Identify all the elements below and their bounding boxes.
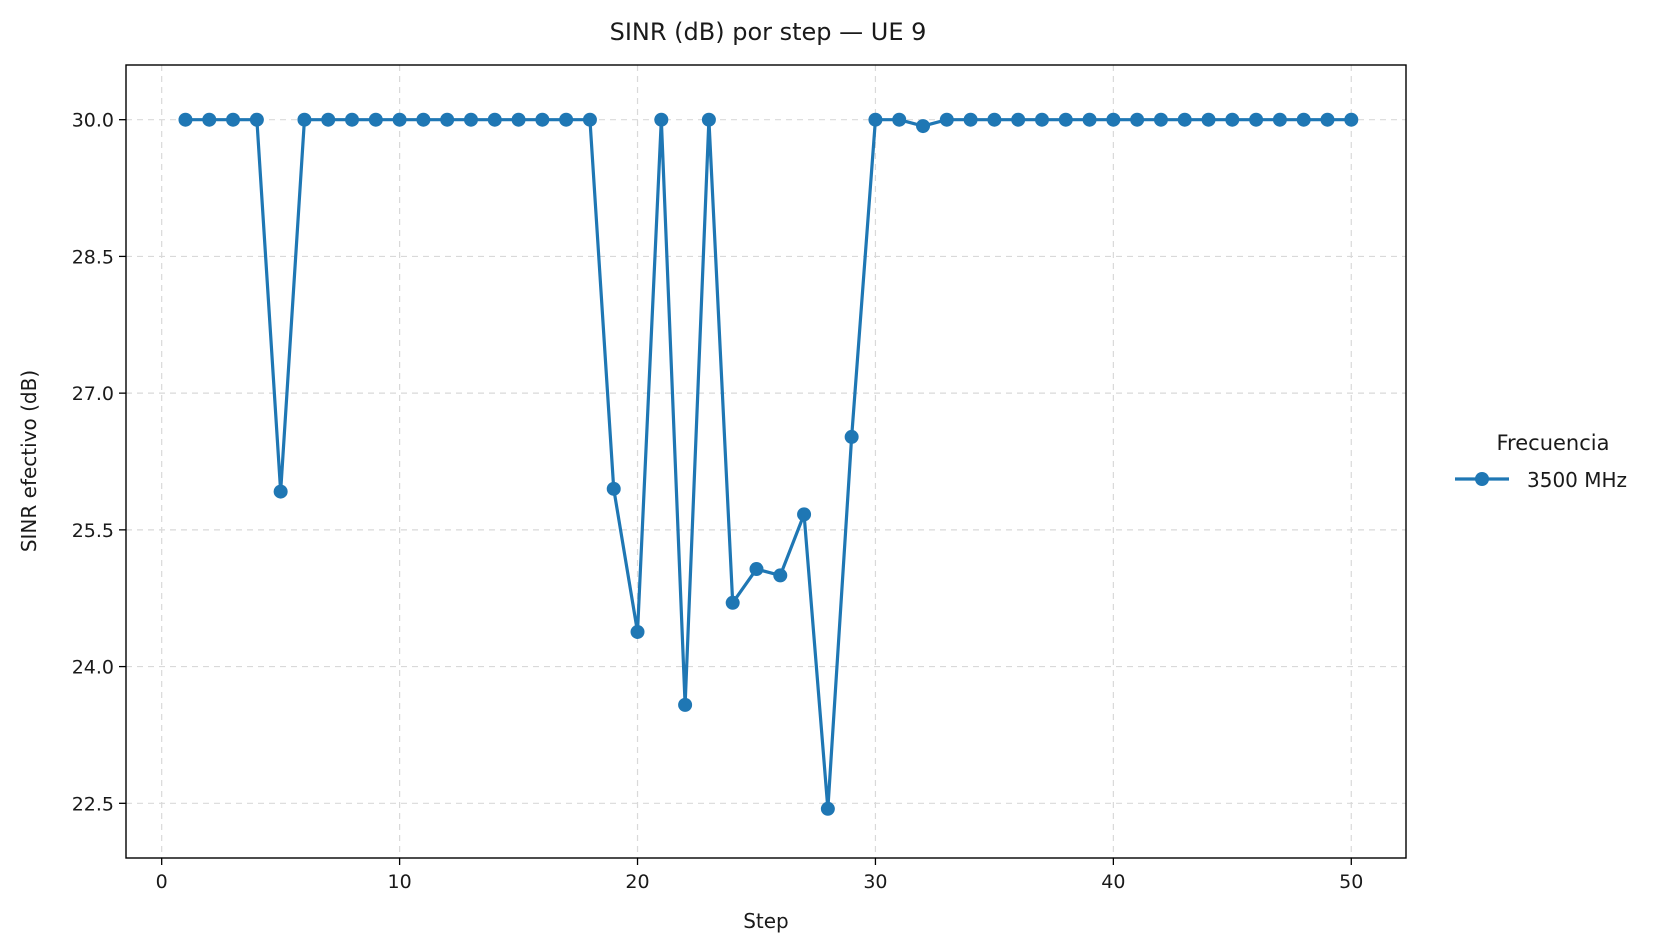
data-point [1153, 112, 1168, 127]
data-point [416, 112, 431, 127]
x-tick-label: 10 [388, 871, 412, 893]
data-point [773, 568, 788, 583]
y-tick-label: 30.0 [72, 110, 114, 132]
data-point [987, 112, 1002, 127]
data-point [678, 697, 693, 712]
legend-title: Frecuencia [1497, 431, 1610, 455]
data-point [1082, 112, 1097, 127]
legend: Frecuencia 3500 MHz [1455, 431, 1627, 492]
data-point [273, 484, 288, 499]
data-point [916, 119, 931, 134]
data-point [1272, 112, 1287, 127]
data-point [868, 112, 883, 127]
data-point [297, 112, 312, 127]
x-tick-label: 20 [625, 871, 649, 893]
chart-title: SINR (dB) por step — UE 9 [610, 18, 927, 46]
data-point [1344, 112, 1359, 127]
data-point [535, 112, 550, 127]
data-point [892, 112, 907, 127]
data-point [963, 112, 978, 127]
data-point [202, 112, 217, 127]
data-point [1177, 112, 1192, 127]
data-point [582, 112, 597, 127]
data-point [392, 112, 407, 127]
data-point [1058, 112, 1073, 127]
data-point [1296, 112, 1311, 127]
x-tick-label: 50 [1339, 871, 1363, 893]
y-tick-label: 27.0 [72, 383, 114, 405]
data-point [487, 112, 502, 127]
x-axis-label: Step [743, 909, 789, 933]
data-point [1011, 112, 1026, 127]
data-point [1249, 112, 1264, 127]
data-point [463, 112, 478, 127]
data-point [725, 595, 740, 610]
data-point [630, 624, 645, 639]
y-axis-label: SINR efectivo (dB) [17, 370, 41, 552]
data-point [1130, 112, 1145, 127]
plot-frame [125, 64, 1407, 859]
data-point [226, 112, 241, 127]
legend-marker-swatch [1475, 472, 1489, 486]
data-point [820, 801, 835, 816]
data-point [559, 112, 574, 127]
y-tick-label: 25.5 [72, 520, 114, 542]
y-tick-label: 22.5 [72, 793, 114, 815]
data-point [797, 507, 812, 522]
data-point [1225, 112, 1240, 127]
data-point [701, 112, 716, 127]
legend-series-label: 3500 MHz [1527, 468, 1627, 492]
data-point [249, 112, 264, 127]
series-layer [178, 112, 1359, 816]
axis-ticks: 0 10 20 30 40 50 22.5 24.0 25.5 27.0 28.5 30.0 [72, 110, 1364, 893]
data-point [1034, 112, 1049, 127]
y-tick-label: 28.5 [72, 246, 114, 268]
data-point [749, 562, 764, 577]
data-point [321, 112, 336, 127]
y-tick-label: 24.0 [72, 657, 114, 679]
data-point [1320, 112, 1335, 127]
data-point [1106, 112, 1121, 127]
data-point [939, 112, 954, 127]
data-point [345, 112, 360, 127]
x-tick-label: 30 [863, 871, 887, 893]
data-point [440, 112, 455, 127]
x-tick-label: 0 [156, 871, 168, 893]
data-point [178, 112, 193, 127]
data-point [1201, 112, 1216, 127]
data-point [606, 481, 621, 496]
data-point [368, 112, 383, 127]
data-point [511, 112, 526, 127]
x-tick-label: 40 [1101, 871, 1125, 893]
data-point [844, 429, 859, 444]
data-point [654, 112, 669, 127]
